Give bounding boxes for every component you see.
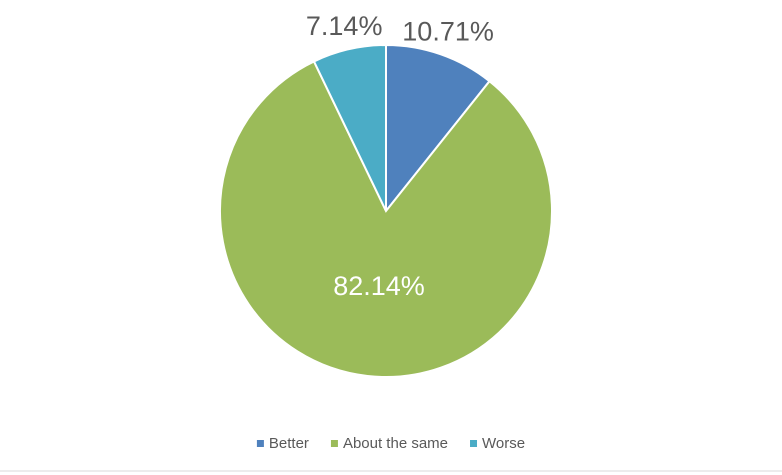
legend-label: Worse <box>482 435 525 452</box>
legend-label: About the same <box>343 435 448 452</box>
data-label: 7.14% <box>306 11 383 41</box>
legend-swatch <box>470 440 478 447</box>
legend-label: Better <box>269 435 309 452</box>
legend-swatch <box>256 440 264 447</box>
pie-slice <box>385 43 491 214</box>
pie-slice <box>219 60 553 378</box>
legend-swatch <box>330 440 338 447</box>
pie-slice <box>312 43 387 212</box>
data-label: 10.71% <box>402 17 494 47</box>
data-label: 82.14% <box>333 271 425 301</box>
